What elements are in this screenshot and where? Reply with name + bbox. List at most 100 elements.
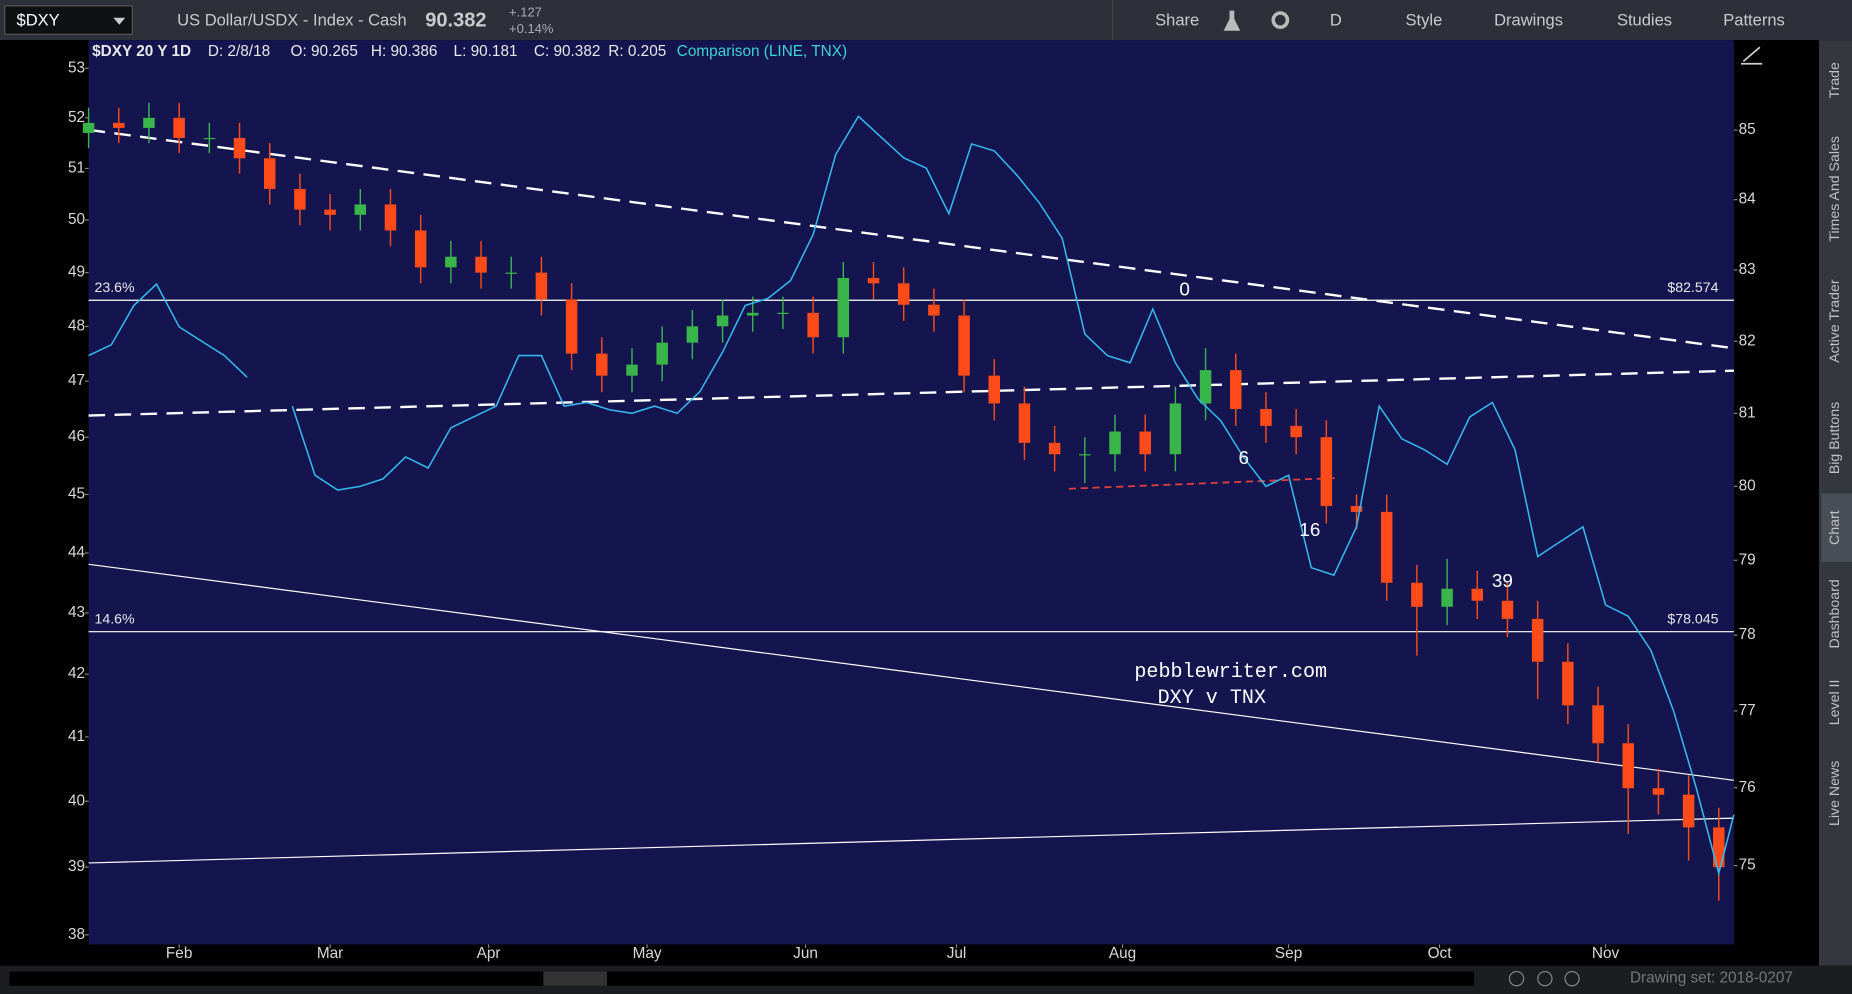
x-tick-label: Apr xyxy=(477,945,501,962)
x-tick-label: Oct xyxy=(1428,945,1453,962)
sidebar-tab[interactable]: Active Trader xyxy=(1827,279,1843,363)
drawings-button[interactable]: Drawings xyxy=(1494,11,1563,30)
candle-body xyxy=(1199,370,1212,404)
sidebar-tab[interactable]: Level II xyxy=(1827,680,1843,726)
y2-tick-label: 82 xyxy=(1739,332,1756,349)
scroll-thumb[interactable] xyxy=(543,971,608,986)
level-name: 23.6% xyxy=(94,280,135,296)
candle-body xyxy=(897,283,910,305)
plot: 38 39 40 41 42 43 44 45 46 47 48 49 50 51 52 53 75 76 77 78… xyxy=(68,59,1756,962)
annotation: 39 xyxy=(1492,571,1513,592)
scrollbar[interactable] xyxy=(9,971,1475,986)
y2-tick-label: 85 xyxy=(1739,121,1756,138)
patterns-button[interactable]: Patterns xyxy=(1723,11,1785,30)
y2-tick-label: 77 xyxy=(1739,702,1756,719)
sidebar-tab[interactable]: Big Buttons xyxy=(1827,402,1843,474)
legend: $DXY 20 Y 1D D: 2/8/18 O: 90.265 H: 90.386 L… xyxy=(92,43,847,60)
candle-body xyxy=(1622,743,1634,789)
lab-icon[interactable] xyxy=(1223,10,1241,31)
sidebar-tab[interactable]: Dashboard xyxy=(1827,579,1843,648)
candle-body xyxy=(384,204,397,231)
candle-body xyxy=(1018,403,1031,443)
y2-tick-label: 81 xyxy=(1739,404,1756,421)
period-button[interactable]: D xyxy=(1330,11,1342,30)
x-tick-label: Jul xyxy=(947,945,967,962)
candle-body xyxy=(928,304,940,316)
y-tick-label: 51 xyxy=(68,160,85,177)
candle-body xyxy=(1380,511,1393,583)
candle-body xyxy=(777,312,789,314)
symbol-box[interactable] xyxy=(4,5,133,35)
candle-body xyxy=(656,342,668,365)
share-button[interactable]: Share xyxy=(1155,11,1199,30)
candle-body xyxy=(1079,454,1091,456)
dropdown-icon[interactable] xyxy=(113,17,126,25)
candle-body xyxy=(686,326,699,343)
change: +.127 xyxy=(509,4,542,19)
x-tick-label: Feb xyxy=(166,945,192,962)
comparison-line xyxy=(88,115,1735,877)
trendline xyxy=(88,369,1734,417)
candle-body xyxy=(1441,588,1453,607)
candle-body xyxy=(1260,409,1272,426)
candle-body xyxy=(1501,600,1514,619)
y2-tick-label: 76 xyxy=(1739,779,1756,796)
zoom-icon[interactable] xyxy=(1508,970,1525,987)
candle-body xyxy=(716,315,729,327)
zoom-in-icon[interactable] xyxy=(1537,970,1553,987)
settings-icon[interactable] xyxy=(1271,11,1290,29)
scale-icon[interactable] xyxy=(1740,46,1763,65)
level-name: 14.6% xyxy=(94,612,135,628)
x-tick-label: May xyxy=(633,945,662,962)
y-tick-label: 39 xyxy=(68,858,85,875)
sidebar-tab[interactable]: Chart xyxy=(1827,510,1843,545)
annotation: 6 xyxy=(1238,448,1249,469)
symbol[interactable]: $DXY xyxy=(17,11,60,30)
y2-tick-label: 79 xyxy=(1739,551,1756,568)
candle-body xyxy=(324,209,336,215)
candle-body xyxy=(263,158,276,189)
legend-item: D: 2/8/18 xyxy=(208,43,270,60)
candle-body xyxy=(82,122,95,133)
y-tick-label: 48 xyxy=(68,317,85,334)
y-tick-label: 41 xyxy=(68,728,85,745)
toolbar xyxy=(0,0,1852,41)
y2-tick-label: 78 xyxy=(1739,626,1756,643)
candle-body xyxy=(1350,506,1363,512)
y-tick-label: 49 xyxy=(68,264,85,281)
candle-body xyxy=(173,117,185,138)
description: US Dollar/USDX - Index - Cash xyxy=(177,11,407,30)
y-tick-label: 40 xyxy=(68,792,85,809)
zoom-out-icon[interactable] xyxy=(1564,970,1580,987)
candle-body xyxy=(747,312,759,316)
sidebar-tabs: Trade Times And Sales Active Trader Big But… xyxy=(1821,62,1852,826)
trendline xyxy=(88,128,1735,350)
candle-body xyxy=(867,277,880,284)
candle-body xyxy=(535,272,548,300)
candle-body xyxy=(565,299,578,354)
level-label: $82.574 xyxy=(1667,280,1718,296)
y-tick-label: 42 xyxy=(68,665,85,682)
y2-tick-label: 83 xyxy=(1739,261,1756,278)
candle-body xyxy=(1531,618,1544,662)
candle-body xyxy=(837,277,850,338)
candle-body xyxy=(1109,431,1121,455)
style-button[interactable]: Style xyxy=(1406,11,1443,30)
candle-body xyxy=(1048,442,1061,455)
x-tick-label: Jun xyxy=(793,945,818,962)
trendline xyxy=(88,563,1734,781)
candle-body xyxy=(1682,794,1695,828)
y-tick-label: 53 xyxy=(68,59,85,76)
drawing-set: Drawing set: 2018-0207 xyxy=(1630,970,1793,987)
candle-body xyxy=(294,188,306,210)
sidebar-tab[interactable]: Trade xyxy=(1827,62,1843,99)
candle-body xyxy=(596,353,608,376)
plot-area xyxy=(88,40,1734,945)
candle-body xyxy=(143,117,155,128)
sidebar-tab[interactable]: Times And Sales xyxy=(1827,136,1843,242)
trendline xyxy=(88,817,1734,864)
watermark: pebblewriter.com xyxy=(1134,661,1327,684)
studies-button[interactable]: Studies xyxy=(1617,11,1672,30)
sidebar-tab[interactable]: Live News xyxy=(1827,761,1843,826)
